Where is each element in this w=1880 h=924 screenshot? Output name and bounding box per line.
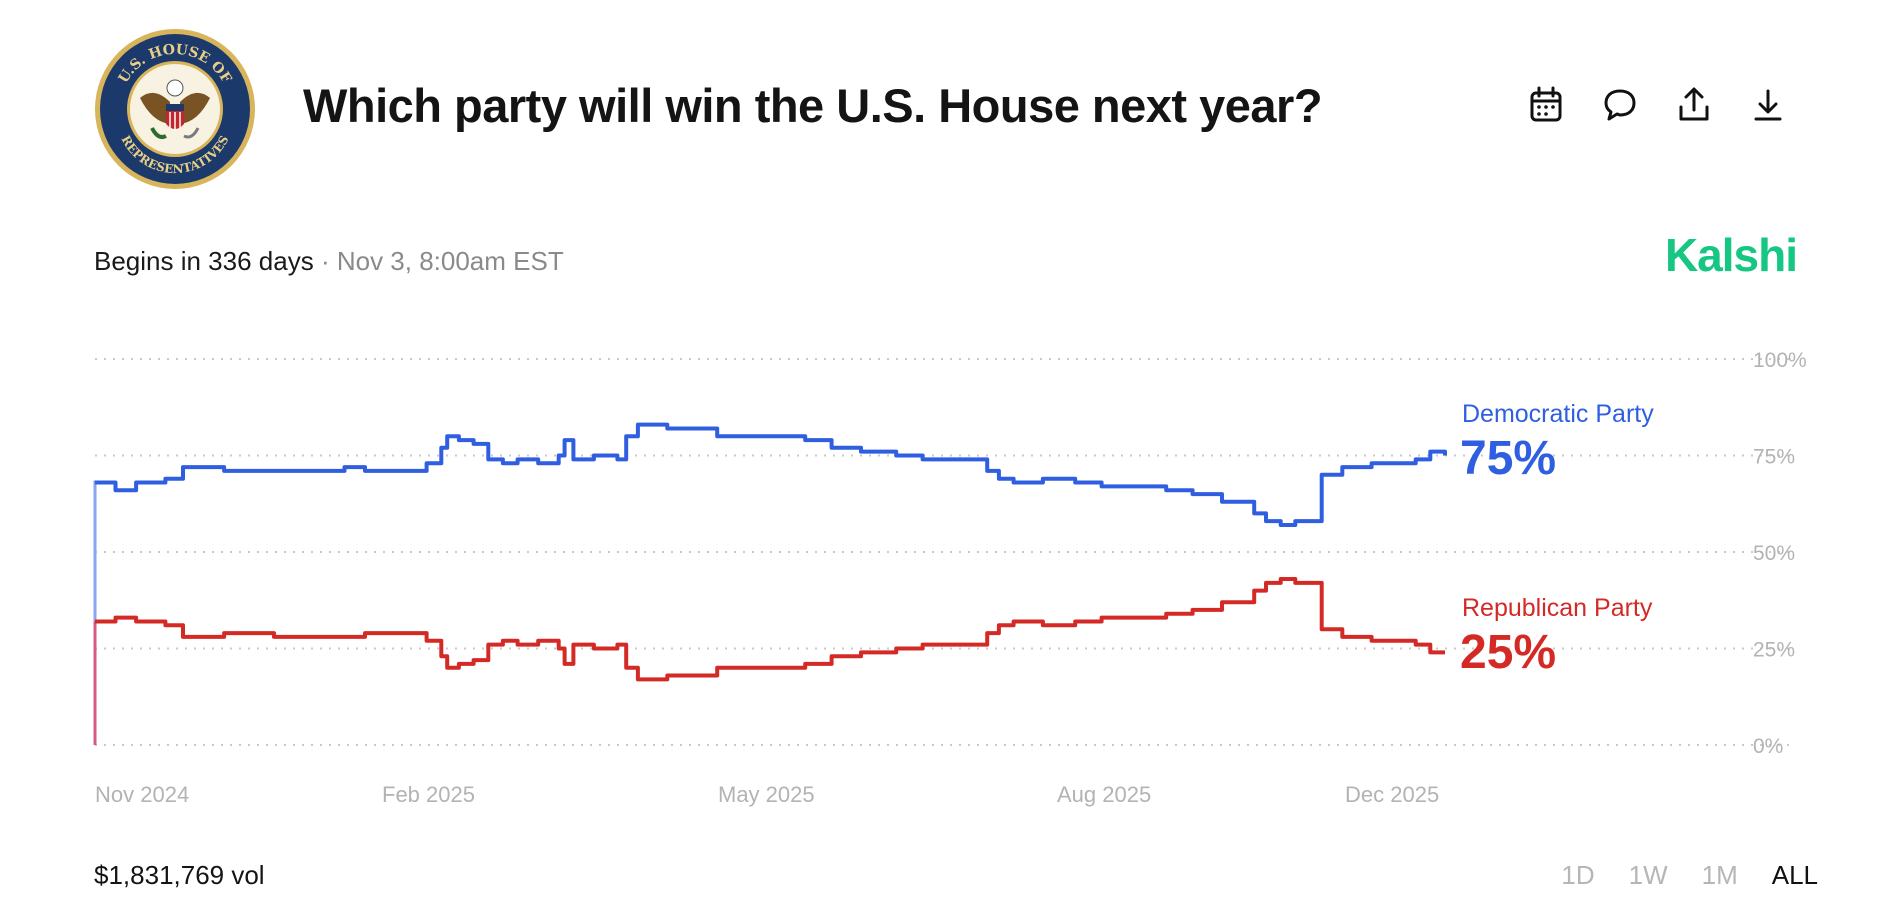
y-tick-label: 25% [1753, 639, 1795, 662]
republican-value: 25% [1460, 626, 1556, 679]
republican-series-label: Republican Party [1462, 594, 1653, 622]
separator: · [313, 246, 337, 276]
y-tick-label: 100% [1753, 349, 1807, 372]
event-timing: Begins in 336 days · Nov 3, 8:00am EST [94, 246, 564, 277]
democratic-series-label: Democratic Party [1462, 400, 1654, 428]
action-toolbar [1529, 86, 1785, 124]
y-tick-label: 50% [1753, 542, 1795, 565]
y-tick-label: 75% [1753, 446, 1795, 469]
republican-line [95, 577, 1445, 682]
range-all[interactable]: ALL [1771, 860, 1818, 890]
share-icon[interactable] [1677, 86, 1711, 124]
x-tick-label: Aug 2025 [1057, 782, 1151, 807]
download-icon[interactable] [1751, 86, 1785, 124]
house-seal-logo: U.S. HOUSE OF REPRESENTATIVES [94, 28, 256, 190]
range-1m[interactable]: 1M [1701, 860, 1738, 890]
page-title: Which party will win the U.S. House next… [303, 79, 1323, 132]
comment-icon[interactable] [1603, 86, 1637, 124]
probability-chart: 100% 75% 50% 25% 0% Democratic Party 75% Repub… [93, 349, 1807, 807]
time-range-selector: 1D 1W 1M ALL [1561, 860, 1818, 891]
range-1w[interactable]: 1W [1628, 860, 1668, 890]
kalshi-logo: Kalshi [1664, 229, 1798, 281]
x-tick-label: May 2025 [718, 782, 815, 807]
begins-countdown: Begins in 336 days [94, 246, 314, 276]
x-tick-label: Feb 2025 [382, 782, 475, 807]
volume-label: $1,831,769 vol [94, 860, 265, 890]
range-1d[interactable]: 1D [1561, 860, 1595, 890]
democratic-value: 75% [1460, 432, 1556, 485]
x-tick-label: Dec 2025 [1345, 782, 1439, 807]
x-tick-label: Nov 2024 [95, 782, 189, 807]
y-tick-label: 0% [1753, 735, 1783, 758]
democratic-line [95, 422, 1447, 527]
calendar-icon[interactable] [1529, 86, 1563, 124]
event-date: Nov 3, 8:00am EST [336, 246, 564, 276]
